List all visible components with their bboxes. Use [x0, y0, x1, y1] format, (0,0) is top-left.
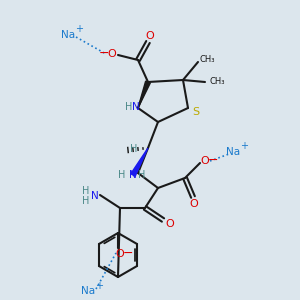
Text: H: H [82, 186, 90, 196]
Polygon shape [131, 148, 148, 176]
Text: S: S [192, 107, 200, 117]
Text: +: + [95, 281, 103, 291]
Text: O: O [166, 219, 174, 229]
Text: Na: Na [81, 286, 95, 296]
Text: H: H [138, 170, 146, 180]
Text: O: O [146, 31, 154, 41]
Text: +: + [75, 24, 83, 34]
Polygon shape [138, 81, 150, 108]
Text: −: − [208, 154, 218, 166]
Text: CH₃: CH₃ [199, 56, 215, 64]
Text: N: N [132, 102, 140, 112]
Text: Na: Na [226, 147, 240, 157]
Text: H: H [82, 196, 90, 206]
Text: O: O [116, 249, 124, 259]
Text: N: N [91, 191, 99, 201]
Text: H: H [125, 102, 133, 112]
Text: O: O [108, 49, 116, 59]
Text: −: − [123, 247, 133, 260]
Text: H: H [118, 170, 126, 180]
Text: +: + [240, 141, 248, 151]
Text: O: O [190, 199, 198, 209]
Text: −: − [99, 46, 109, 59]
Text: N: N [129, 170, 137, 180]
Text: H: H [130, 144, 138, 154]
Text: Na: Na [61, 30, 75, 40]
Text: O: O [201, 156, 209, 166]
Text: CH₃: CH₃ [209, 77, 225, 86]
